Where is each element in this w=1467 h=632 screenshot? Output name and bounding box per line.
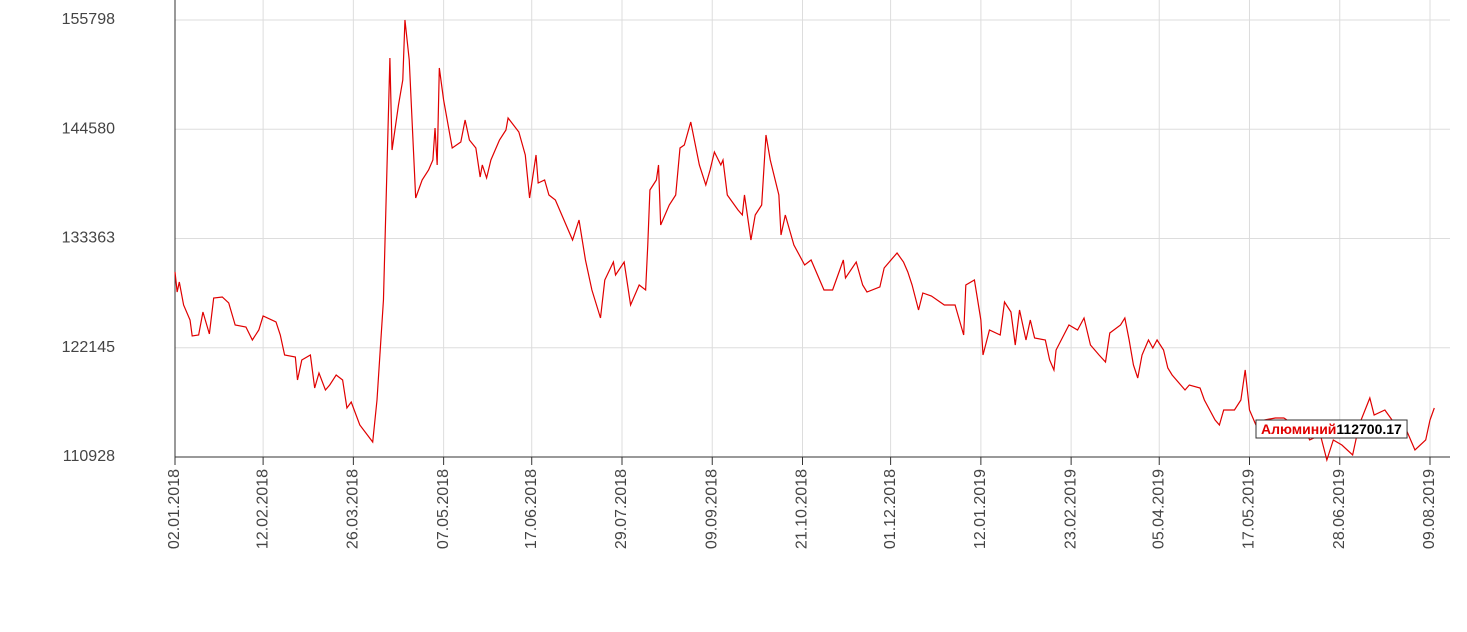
y-tick-label: 122145 xyxy=(62,339,115,356)
y-tick-label: 133363 xyxy=(62,230,115,247)
y-tick-label: 155798 xyxy=(62,11,115,28)
x-tick-label: 07.05.2018 xyxy=(435,469,452,549)
x-tick-label: 23.02.2019 xyxy=(1062,469,1079,549)
y-tick-label: 110928 xyxy=(63,448,115,465)
x-tick-label: 29.07.2018 xyxy=(613,469,630,549)
x-tick-label: 09.08.2019 xyxy=(1421,469,1438,549)
x-tick-label: 21.10.2018 xyxy=(794,469,811,549)
y-tick-label: 144580 xyxy=(62,120,115,137)
tooltip-name: Алюминий xyxy=(1261,421,1336,437)
x-tick-label: 01.12.2018 xyxy=(882,469,899,549)
x-tick-label: 12.02.2018 xyxy=(254,469,271,549)
tooltip-value: 112700.17 xyxy=(1336,421,1402,437)
tooltip-text: Алюминий112700.17 xyxy=(1261,421,1402,437)
tooltip-box xyxy=(1255,419,1408,439)
tooltip: Алюминий112700.17 xyxy=(1255,419,1408,439)
x-tick-label: 17.06.2018 xyxy=(523,469,540,549)
line xyxy=(174,19,1435,463)
x-tick-label: 05.04.2019 xyxy=(1150,469,1167,549)
x-tick-label: 26.03.2018 xyxy=(345,469,362,549)
x-tick-label: 28.06.2019 xyxy=(1331,469,1348,549)
x-tick-label: 02.01.2018 xyxy=(166,469,183,549)
x-tick-label: 17.05.2019 xyxy=(1241,469,1258,549)
x-tick-label: 12.01.2019 xyxy=(972,469,989,549)
x-tick-label: 09.09.2018 xyxy=(703,469,720,549)
